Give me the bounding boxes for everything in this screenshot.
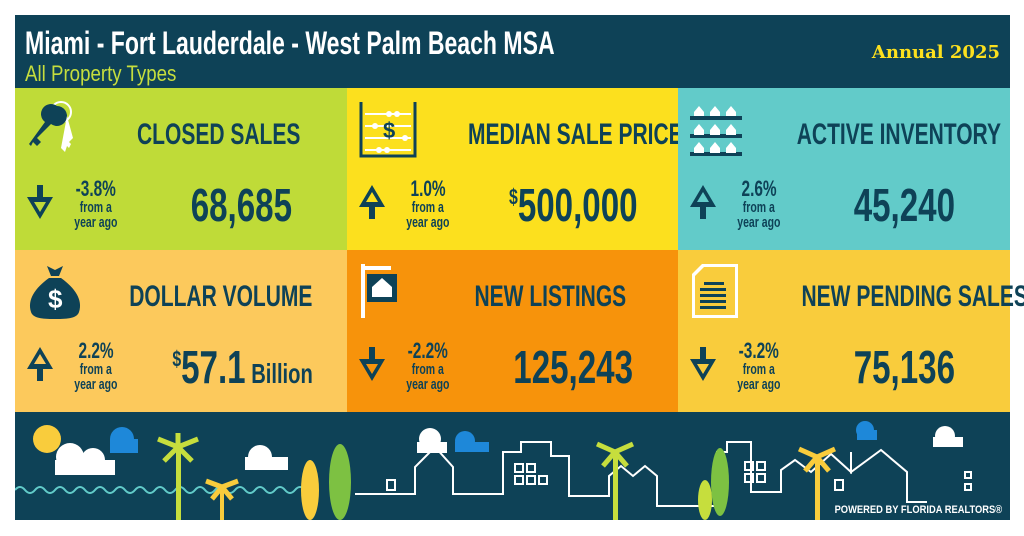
change-note: from a bbox=[79, 361, 112, 378]
metric-number: 57.1 bbox=[181, 341, 246, 393]
arrow-down-icon bbox=[359, 347, 385, 381]
change-note: from a bbox=[411, 199, 444, 216]
change-percent: 1.0% bbox=[410, 176, 446, 201]
change-note: year ago bbox=[406, 376, 450, 393]
page-title: Miami - Fort Lauderdale - West Palm Beac… bbox=[25, 25, 555, 61]
change-percent: 2.6% bbox=[741, 176, 777, 201]
palm-tree-icon bbox=[157, 433, 199, 520]
subtitle: All Property Types bbox=[25, 61, 177, 86]
metric-unit: Billion bbox=[245, 358, 313, 389]
metric-value: 68,685 bbox=[190, 179, 292, 231]
abacus-icon: $ bbox=[359, 102, 417, 158]
change-note: year ago bbox=[74, 376, 118, 393]
document-icon bbox=[692, 264, 738, 318]
powered-by-label: POWERED BY FLORIDA REALTORS® bbox=[834, 504, 1002, 516]
palm-tree-icon bbox=[797, 446, 837, 520]
tile-label: DOLLAR VOLUME bbox=[129, 280, 313, 313]
keys-icon bbox=[29, 101, 73, 152]
arrow-up-icon bbox=[690, 185, 716, 219]
tile-closed-sales: CLOSED SALES -3.8% from a year ago 68,685 bbox=[15, 88, 347, 250]
houses-grid-icon bbox=[690, 106, 742, 156]
change-note: year ago bbox=[737, 214, 781, 231]
metric-value: 45,240 bbox=[853, 179, 955, 231]
cloud-icon bbox=[417, 428, 447, 453]
money-bag-icon: $ bbox=[29, 266, 81, 319]
metric-value: 75,136 bbox=[853, 341, 955, 393]
cloud-icon bbox=[110, 427, 138, 453]
tile-label: NEW PENDING SALES bbox=[801, 280, 1024, 313]
metric-value: $57.1 Billion bbox=[172, 340, 312, 394]
tile-label: ACTIVE INVENTORY bbox=[796, 118, 1001, 151]
change-note: from a bbox=[411, 361, 444, 378]
change-note: from a bbox=[742, 361, 775, 378]
tree-icon bbox=[301, 460, 319, 520]
cloud-icon bbox=[245, 445, 288, 470]
arrow-down-icon bbox=[690, 347, 716, 381]
change-note: year ago bbox=[406, 214, 450, 231]
cityscape-banner: POWERED BY FLORIDA REALTORS® bbox=[14, 412, 1010, 520]
arrow-up-icon bbox=[27, 347, 53, 381]
metric-value: $500,000 bbox=[509, 178, 638, 232]
tree-icon bbox=[329, 444, 351, 520]
change-percent: -3.8% bbox=[75, 176, 116, 201]
infographic: Miami - Fort Lauderdale - West Palm Beac… bbox=[14, 15, 1024, 520]
currency-symbol: $ bbox=[172, 346, 182, 372]
tile-new-pending-sales: NEW PENDING SALES -3.2% from a year ago 75… bbox=[678, 250, 1024, 412]
house-sign-icon bbox=[361, 264, 397, 318]
cloud-icon bbox=[455, 421, 877, 452]
change-percent: 2.2% bbox=[78, 338, 114, 363]
palm-tree-icon bbox=[595, 441, 635, 520]
tile-label: CLOSED SALES bbox=[136, 118, 301, 151]
cityscape-illustration bbox=[14, 421, 972, 520]
tile-label: NEW LISTINGS bbox=[474, 280, 627, 313]
period-label: Annual 2025 bbox=[871, 42, 1000, 63]
svg-text:$: $ bbox=[48, 284, 63, 314]
sun-icon bbox=[33, 425, 61, 453]
tree-icon bbox=[711, 448, 729, 516]
change-note: year ago bbox=[74, 214, 118, 231]
change-note: from a bbox=[742, 199, 775, 216]
change-percent: -3.2% bbox=[738, 338, 779, 363]
tile-median-sale-price: $ MEDIAN SALE PRICE 1.0% from a year ago $… bbox=[347, 88, 683, 250]
water-waves bbox=[14, 486, 306, 494]
tile-label: MEDIAN SALE PRICE bbox=[468, 118, 683, 151]
currency-symbol: $ bbox=[508, 184, 518, 210]
metric-number: 500,000 bbox=[517, 179, 638, 231]
header: Miami - Fort Lauderdale - West Palm Beac… bbox=[15, 15, 1010, 88]
svg-text:$: $ bbox=[383, 118, 395, 143]
cloud-icon bbox=[55, 443, 115, 475]
arrow-down-icon bbox=[27, 185, 53, 219]
tile-new-listings: NEW LISTINGS -2.2% from a year ago 125,243 bbox=[347, 250, 679, 412]
palm-tree-icon bbox=[205, 478, 239, 520]
tile-active-inventory: ACTIVE INVENTORY 2.6% from a year ago 45,2… bbox=[678, 88, 1010, 250]
change-note: year ago bbox=[737, 376, 781, 393]
arrow-up-icon bbox=[359, 185, 385, 219]
tree-icon bbox=[698, 480, 712, 520]
change-note: from a bbox=[79, 199, 112, 216]
change-percent: -2.2% bbox=[407, 338, 448, 363]
cloud-icon bbox=[933, 426, 963, 447]
building-outlines bbox=[355, 441, 972, 507]
tile-dollar-volume: $ DOLLAR VOLUME 2.2% from a year ago $57.1… bbox=[15, 250, 347, 412]
metric-value: 125,243 bbox=[513, 341, 633, 393]
